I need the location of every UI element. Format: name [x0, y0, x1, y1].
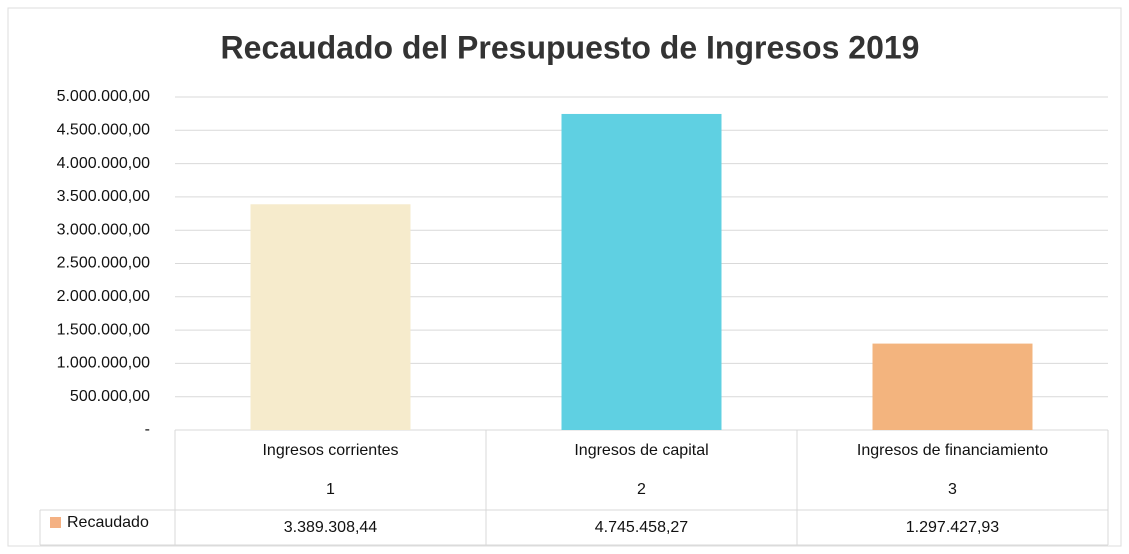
- y-tick-label: 4.500.000,00: [57, 122, 151, 139]
- table-value: 4.745.458,27: [595, 519, 689, 536]
- chart-title: Recaudado del Presupuesto de Ingresos 20…: [221, 29, 920, 65]
- y-tick-label: 4.000.000,00: [57, 155, 151, 172]
- bar: [250, 204, 411, 430]
- y-tick-label: 3.000.000,00: [57, 221, 151, 238]
- x-tick-label: Ingresos corrientes: [262, 442, 398, 459]
- y-tick-label: 1.500.000,00: [57, 321, 151, 338]
- legend-swatch: [50, 517, 61, 528]
- x-tick-code: 2: [637, 481, 646, 498]
- x-tick-code: 1: [326, 481, 335, 498]
- x-tick-label: Ingresos de capital: [574, 442, 708, 459]
- y-tick-label: 2.500.000,00: [57, 255, 151, 272]
- table-value: 1.297.427,93: [906, 519, 1000, 536]
- y-tick-label: 2.000.000,00: [57, 288, 151, 305]
- y-tick-label: -: [145, 421, 150, 438]
- y-tick-label: 1.000.000,00: [57, 355, 151, 372]
- bar: [561, 113, 722, 430]
- x-tick-label: Ingresos de financiamiento: [857, 442, 1048, 459]
- y-tick-label: 500.000,00: [70, 388, 150, 405]
- bar: [872, 343, 1033, 430]
- table-value: 3.389.308,44: [284, 519, 378, 536]
- y-tick-label: 5.000.000,00: [57, 88, 151, 105]
- x-tick-code: 3: [948, 481, 957, 498]
- legend-label: Recaudado: [67, 514, 149, 531]
- y-tick-label: 3.500.000,00: [57, 188, 151, 205]
- chart-border: [7, 7, 1122, 547]
